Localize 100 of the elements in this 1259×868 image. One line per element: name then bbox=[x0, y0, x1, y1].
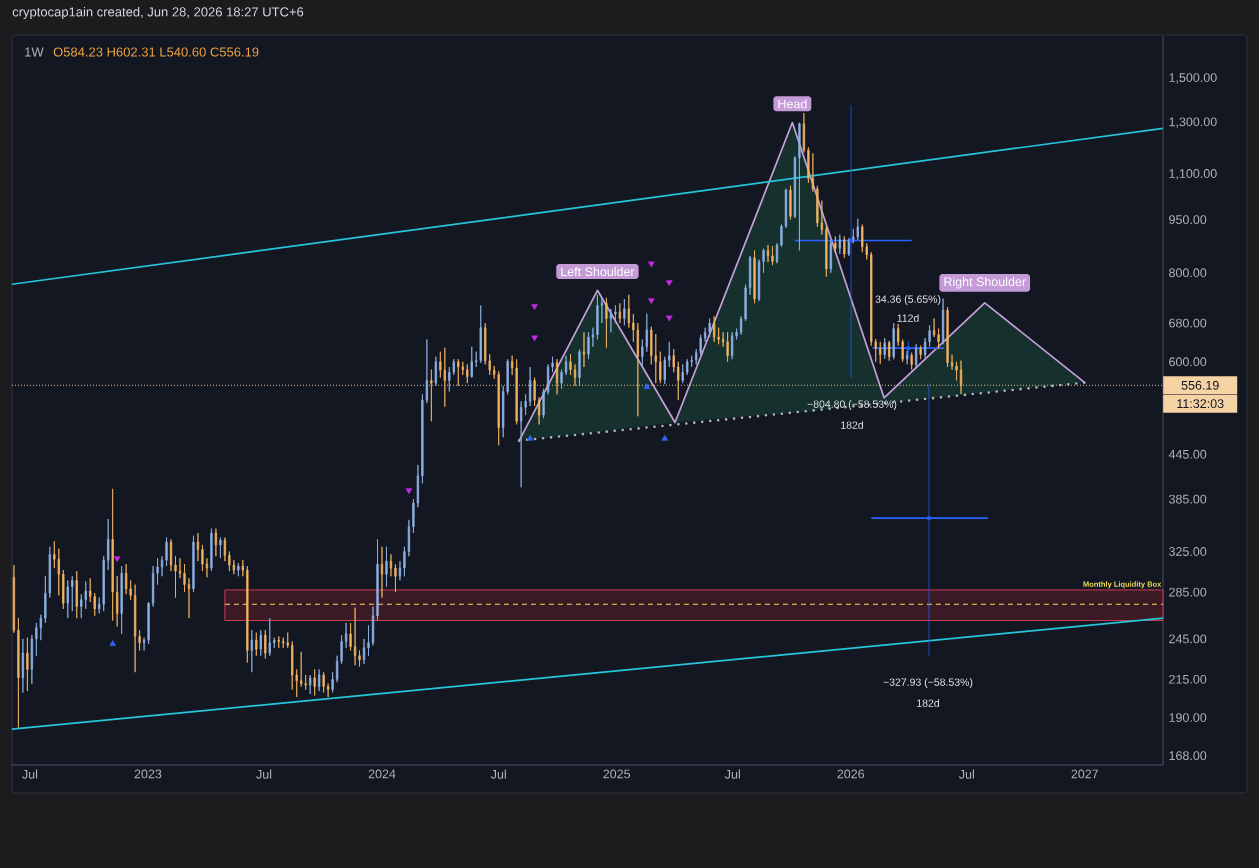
candlestick bbox=[362, 638, 366, 665]
candlestick bbox=[618, 302, 622, 324]
candlestick bbox=[582, 331, 586, 368]
candlestick bbox=[834, 235, 837, 253]
candlestick bbox=[210, 528, 213, 572]
candlestick bbox=[910, 352, 913, 371]
annotation: 112d bbox=[897, 314, 919, 322]
candlestick bbox=[353, 607, 357, 666]
candlestick bbox=[937, 328, 940, 350]
candlestick bbox=[385, 546, 388, 588]
point bbox=[531, 304, 538, 311]
candlestick bbox=[277, 635, 280, 649]
candlestick bbox=[133, 584, 137, 673]
candlestick bbox=[748, 255, 752, 296]
candlestick bbox=[255, 632, 258, 657]
x-tick-label: 2026 bbox=[837, 769, 865, 779]
point bbox=[906, 346, 911, 350]
annotation: −327.93 (−58.53%) bbox=[883, 678, 973, 688]
candlestick bbox=[789, 185, 792, 220]
candlestick bbox=[66, 580, 69, 619]
candlestick bbox=[434, 356, 437, 387]
candlestick bbox=[753, 250, 756, 304]
y-tick-label: 168.00 bbox=[1169, 751, 1207, 761]
y-tick-label: 600.00 bbox=[1169, 357, 1207, 367]
y-tick-label: 1,100.00 bbox=[1169, 169, 1217, 180]
candlestick bbox=[605, 297, 608, 349]
candlestick bbox=[398, 560, 402, 581]
candlestick bbox=[470, 346, 473, 379]
text: cryptocap1ain created, Jun 28, 2026 18:27 UTC+6 bbox=[12, 6, 304, 20]
candlestick bbox=[600, 296, 604, 324]
candlestick bbox=[892, 322, 895, 360]
candlestick bbox=[21, 638, 25, 693]
y-tick-label: 680.00 bbox=[1169, 318, 1207, 328]
candlestick bbox=[349, 622, 352, 651]
candlestick bbox=[282, 637, 285, 649]
candlestick bbox=[174, 555, 177, 598]
candlestick bbox=[838, 234, 841, 255]
candlestick bbox=[623, 298, 626, 326]
candlestick bbox=[587, 331, 590, 360]
candlestick bbox=[762, 248, 765, 274]
candlestick bbox=[564, 355, 568, 376]
candlestick bbox=[358, 650, 361, 668]
candlestick bbox=[223, 537, 227, 562]
candlestick bbox=[829, 239, 832, 274]
candlestick bbox=[309, 674, 312, 695]
annotation: Head bbox=[778, 99, 807, 109]
candlestick bbox=[569, 353, 572, 376]
candlestick bbox=[546, 363, 550, 395]
candlestick bbox=[686, 358, 689, 376]
candlestick bbox=[766, 244, 770, 263]
y-tick-label: 385.00 bbox=[1169, 494, 1207, 504]
candlestick bbox=[528, 366, 532, 407]
point bbox=[405, 488, 413, 495]
candlestick bbox=[169, 538, 173, 572]
candlestick bbox=[614, 305, 617, 324]
candlestick bbox=[735, 328, 738, 340]
candlestick bbox=[142, 637, 146, 651]
candlestick bbox=[609, 308, 613, 333]
candlestick bbox=[537, 396, 541, 425]
candlestick bbox=[932, 318, 936, 338]
x-tick-label: 2025 bbox=[603, 769, 631, 779]
candlestick bbox=[380, 546, 384, 598]
candlestick bbox=[457, 358, 460, 387]
point bbox=[665, 280, 673, 287]
x-tick-label: Jul bbox=[958, 769, 974, 779]
candlestick bbox=[771, 245, 774, 266]
candlestick bbox=[825, 225, 828, 278]
annotation: 182d bbox=[917, 699, 939, 707]
candlestick bbox=[196, 532, 200, 562]
point bbox=[643, 383, 651, 390]
point bbox=[109, 640, 116, 646]
candlestick bbox=[268, 617, 271, 657]
candlestick bbox=[466, 363, 469, 384]
candlestick bbox=[407, 519, 411, 557]
candlestick bbox=[326, 683, 330, 698]
candlestick bbox=[17, 617, 20, 728]
candlestick bbox=[497, 370, 500, 446]
candlestick bbox=[443, 347, 446, 408]
candlestick bbox=[120, 565, 123, 635]
y-tick-label: 285.00 bbox=[1169, 587, 1207, 597]
candlestick bbox=[560, 369, 563, 390]
y-tick-label: 445.00 bbox=[1168, 449, 1207, 459]
annotation: Left Shoulder bbox=[561, 266, 635, 277]
candlestick bbox=[75, 570, 78, 619]
annotation: 34.36 (5.65%) bbox=[875, 295, 941, 305]
point bbox=[113, 556, 121, 563]
candlestick bbox=[591, 327, 595, 348]
y-tick-label: 190.00 bbox=[1169, 713, 1207, 722]
candlestick bbox=[30, 634, 34, 685]
candlestick bbox=[183, 563, 186, 593]
y-tick-label: 1,500.00 bbox=[1169, 73, 1217, 84]
x-tick-label: Jul bbox=[490, 769, 506, 779]
candlestick bbox=[730, 331, 734, 360]
candlestick bbox=[273, 637, 276, 649]
candlestick bbox=[322, 671, 325, 693]
candlestick bbox=[394, 563, 397, 593]
candlestick bbox=[856, 218, 859, 241]
candlestick bbox=[107, 518, 110, 571]
candlestick bbox=[744, 284, 747, 322]
candlestick bbox=[798, 122, 801, 251]
